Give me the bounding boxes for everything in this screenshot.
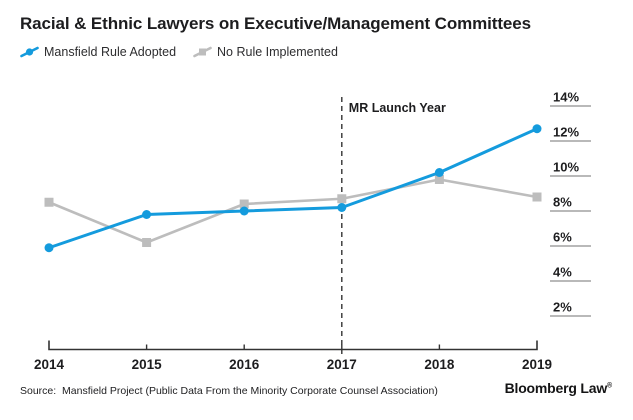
source-note: Source: Mansfield Project (Public Data F… xyxy=(20,385,438,397)
data-point-circle xyxy=(239,206,249,216)
chart-title: Racial & Ethnic Lawyers on Executive/Man… xyxy=(20,14,531,33)
y-axis-label: 2% xyxy=(553,300,572,315)
bloomberg-law-logo: Bloomberg Law® xyxy=(504,380,613,396)
y-axis-label: 8% xyxy=(553,195,572,210)
y-axis-label: 14% xyxy=(553,90,579,105)
y-axis-label: 10% xyxy=(553,160,579,175)
data-point-circle xyxy=(434,168,444,177)
y-axis-label: 12% xyxy=(553,125,579,140)
line-square-marker-icon xyxy=(193,46,212,58)
y-axis-label: 6% xyxy=(553,230,572,245)
data-point-square xyxy=(337,194,347,204)
legend-marker-dot xyxy=(25,48,34,56)
y-axis-label: 4% xyxy=(553,265,572,280)
legend-marker-square xyxy=(199,48,207,56)
x-axis-label: 2015 xyxy=(132,357,163,372)
data-point-square xyxy=(434,175,444,184)
legend-label: No Rule Implemented xyxy=(217,44,338,59)
x-axis-label: 2016 xyxy=(229,357,260,372)
legend-label: Mansfield Rule Adopted xyxy=(44,44,177,59)
series-line-no-rule xyxy=(47,178,539,244)
legend-item-mansfield-rule-adopted: Mansfield Rule Adopted xyxy=(20,44,176,59)
series-line-mansfield xyxy=(47,127,539,250)
data-point-circle xyxy=(337,203,347,212)
brand-text: Bloomberg Law xyxy=(504,380,608,396)
data-point-circle xyxy=(532,124,542,134)
data-point-square xyxy=(239,199,249,209)
data-point-circle xyxy=(44,243,54,253)
x-axis-label: 2014 xyxy=(34,357,65,372)
data-point-square xyxy=(44,197,54,207)
data-point-square xyxy=(532,192,542,202)
legend: Mansfield Rule Adopted No Rule Implement… xyxy=(20,44,338,59)
x-axis-label: 2019 xyxy=(522,357,552,372)
x-axis-line xyxy=(48,340,538,351)
x-axis-label: 2018 xyxy=(424,357,455,372)
legend-item-no-rule-implemented: No Rule Implemented xyxy=(193,44,338,59)
annotation-mr-launch-year: MR Launch Year xyxy=(349,101,446,115)
x-axis-label: 2017 xyxy=(327,357,357,372)
data-point-square xyxy=(142,238,152,247)
line-circle-marker-icon xyxy=(20,46,39,58)
registered-mark-icon: ® xyxy=(607,382,612,390)
data-point-circle xyxy=(142,210,152,219)
